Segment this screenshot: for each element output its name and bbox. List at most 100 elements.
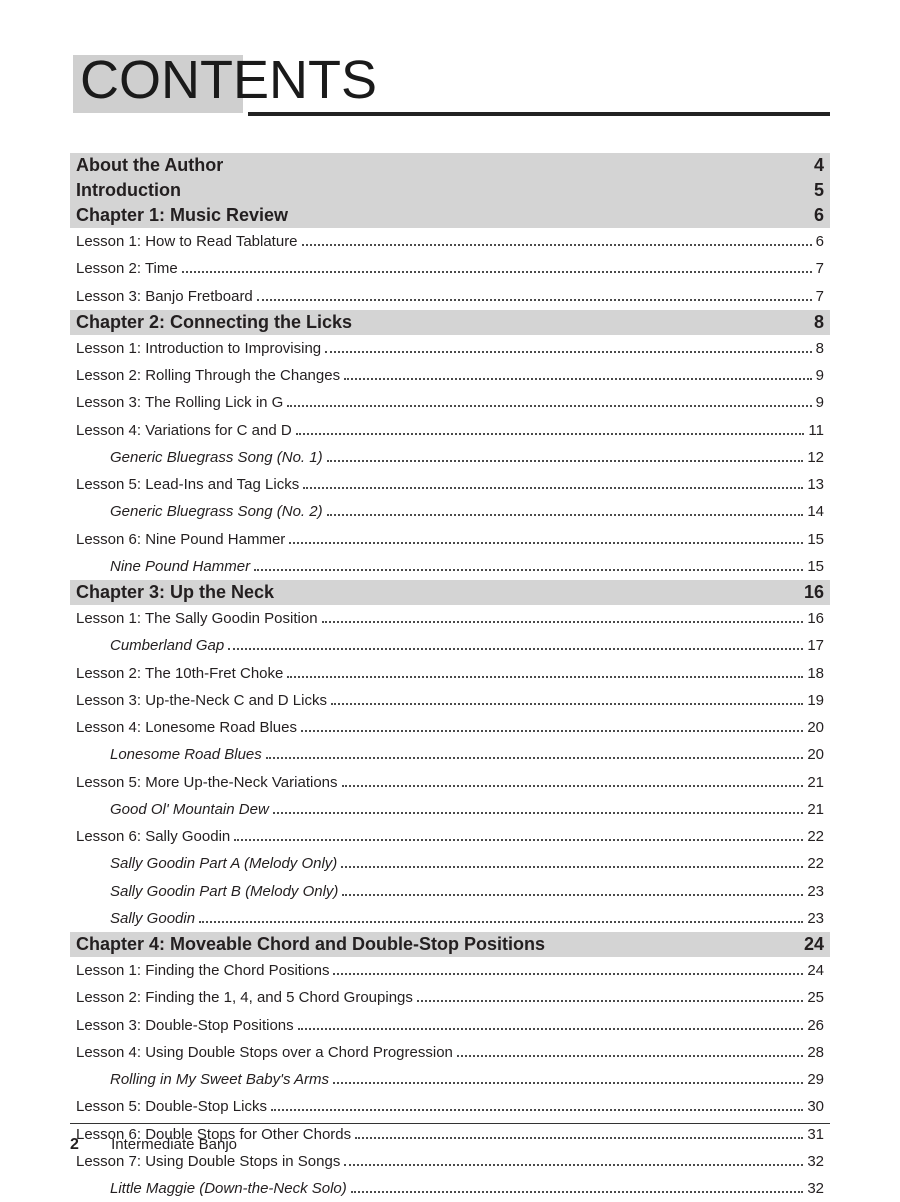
toc-leader-dots [287,664,803,677]
toc-leader-dots [327,503,804,516]
toc-entry-row: Lesson 2: The 10th-Fret Choke18 [70,660,830,687]
toc-leader-dots [341,855,803,868]
toc-entry-page: 17 [807,636,824,656]
toc-section-page: 8 [802,312,824,333]
toc-leader-dots [344,367,812,380]
toc-leader-dots [303,476,803,489]
toc-leader-dots [228,637,803,650]
page: CONTENTS About the Author4Introduction5C… [0,0,900,1200]
toc-section-row: Chapter 4: Moveable Chord and Double-Sto… [70,932,830,957]
heading-rule [248,108,830,116]
toc-section-label: Introduction [76,180,181,201]
toc-subentry-label: Cumberland Gap [76,636,224,656]
toc-subentry-row: Sally Goodin Part A (Melody Only)22 [70,850,830,877]
toc-entry-page: 13 [807,475,824,495]
toc-subentry-label: Rolling in My Sweet Baby's Arms [76,1070,329,1090]
toc-section-label: About the Author [76,155,223,176]
page-heading-block: CONTENTS [70,55,830,125]
toc-entry-label: Lesson 6: Nine Pound Hammer [76,530,285,550]
toc-entry-row: Lesson 5: Double-Stop Licks 30 [70,1093,830,1120]
toc-leader-dots [266,746,804,759]
toc-leader-dots [182,260,812,273]
toc-subentry-row: Good Ol' Mountain Dew 21 [70,796,830,823]
toc-entry-row: Lesson 4: Lonesome Road Blues20 [70,714,830,741]
toc-leader-dots [322,610,804,623]
toc-entry-row: Lesson 2: Finding the 1, 4, and 5 Chord … [70,984,830,1011]
toc-entry-page: 20 [807,718,824,738]
toc-entry-label: Lesson 5: Lead-Ins and Tag Licks [76,475,299,495]
toc-entry-page: 9 [816,366,824,386]
toc-leader-dots [289,530,803,543]
toc-subentry-row: Nine Pound Hammer15 [70,553,830,580]
toc-leader-dots [342,882,803,895]
toc-section-row: Chapter 3: Up the Neck16 [70,580,830,605]
page-footer: 2 Intermediate Banjo [70,1123,830,1154]
toc-entry-row: Lesson 3: Double-Stop Positions26 [70,1012,830,1039]
toc-subentry-label: Good Ol' Mountain Dew [76,800,269,820]
toc-subentry-label: Sally Goodin Part B (Melody Only) [76,882,338,902]
toc-entry-page: 11 [808,421,824,441]
toc-entry-label: Lesson 5: Double-Stop Licks [76,1097,267,1117]
toc-leader-dots [417,989,803,1002]
toc-section-row: Chapter 1: Music Review 6 [70,203,830,228]
toc-entry-label: Lesson 4: Variations for C and D [76,421,292,441]
toc-subentry-row: Generic Bluegrass Song (No. 1)12 [70,444,830,471]
toc-leader-dots [298,1016,804,1029]
toc-entry-row: Lesson 2: Rolling Through the Changes 9 [70,362,830,389]
toc-entry-page: 12 [807,448,824,468]
toc-leader-dots [344,1153,803,1166]
toc-section-label: Chapter 4: Moveable Chord and Double-Sto… [76,934,545,955]
toc-entry-page: 14 [807,502,824,522]
toc-leader-dots [257,287,812,300]
toc-entry-row: Lesson 4: Variations for C and D 11 [70,417,830,444]
toc-leader-dots [271,1098,803,1111]
toc-entry-label: Lesson 2: Time [76,259,178,279]
toc-subentry-label: Little Maggie (Down-the-Neck Solo) [76,1179,347,1199]
toc-leader-dots [457,1044,803,1057]
toc-entry-page: 23 [807,882,824,902]
toc-leader-dots [327,449,804,462]
toc-subentry-label: Sally Goodin Part A (Melody Only) [76,854,337,874]
toc-entry-page: 19 [807,691,824,711]
toc-entry-page: 15 [807,530,824,550]
toc-entry-page: 30 [807,1097,824,1117]
toc-entry-page: 32 [807,1152,824,1172]
toc-leader-dots [302,233,812,246]
toc-subentry-label: Generic Bluegrass Song (No. 2) [76,502,323,522]
toc-section-page: 24 [792,934,824,955]
toc-leader-dots [342,773,804,786]
toc-entry-label: Lesson 2: Rolling Through the Changes [76,366,340,386]
toc-entry-row: Lesson 3: Up-the-Neck C and D Licks19 [70,687,830,714]
toc-entry-label: Lesson 2: The 10th-Fret Choke [76,664,283,684]
toc-entry-row: Lesson 5: Lead-Ins and Tag Licks 13 [70,471,830,498]
toc-subentry-row: Little Maggie (Down-the-Neck Solo) 32 [70,1175,830,1202]
toc-entry-label: Lesson 3: The Rolling Lick in G [76,393,283,413]
toc-entry-page: 32 [807,1179,824,1199]
toc-subentry-label: Nine Pound Hammer [76,557,250,577]
toc-entry-page: 6 [816,232,824,252]
toc-leader-dots [234,828,803,841]
footer-text: 2 Intermediate Banjo [70,1136,830,1154]
toc-entry-label: Lesson 1: The Sally Goodin Position [76,609,318,629]
toc-subentry-row: Sally Goodin23 [70,905,830,932]
toc-section-label: Chapter 1: Music Review [76,205,288,226]
toc-section-page: 5 [802,180,824,201]
toc-leader-dots [301,719,803,732]
toc-entry-row: Lesson 6: Sally Goodin22 [70,823,830,850]
table-of-contents: About the Author4Introduction5Chapter 1:… [70,153,830,1202]
toc-entry-label: Lesson 1: Introduction to Improvising [76,339,321,359]
toc-entry-page: 16 [807,609,824,629]
toc-entry-page: 28 [807,1043,824,1063]
toc-entry-row: Lesson 3: Banjo Fretboard7 [70,283,830,310]
toc-entry-page: 23 [807,909,824,929]
toc-leader-dots [273,801,804,814]
toc-section-page: 6 [802,205,824,226]
toc-entry-row: Lesson 4: Using Double Stops over a Chor… [70,1039,830,1066]
toc-section-row: About the Author4 [70,153,830,178]
page-heading: CONTENTS [80,49,377,111]
toc-subentry-row: Generic Bluegrass Song (No. 2) 14 [70,498,830,525]
toc-entry-page: 21 [807,800,824,820]
toc-entry-row: Lesson 1: How to Read Tablature6 [70,228,830,255]
toc-leader-dots [296,421,805,434]
toc-entry-label: Lesson 5: More Up-the-Neck Variations [76,773,338,793]
